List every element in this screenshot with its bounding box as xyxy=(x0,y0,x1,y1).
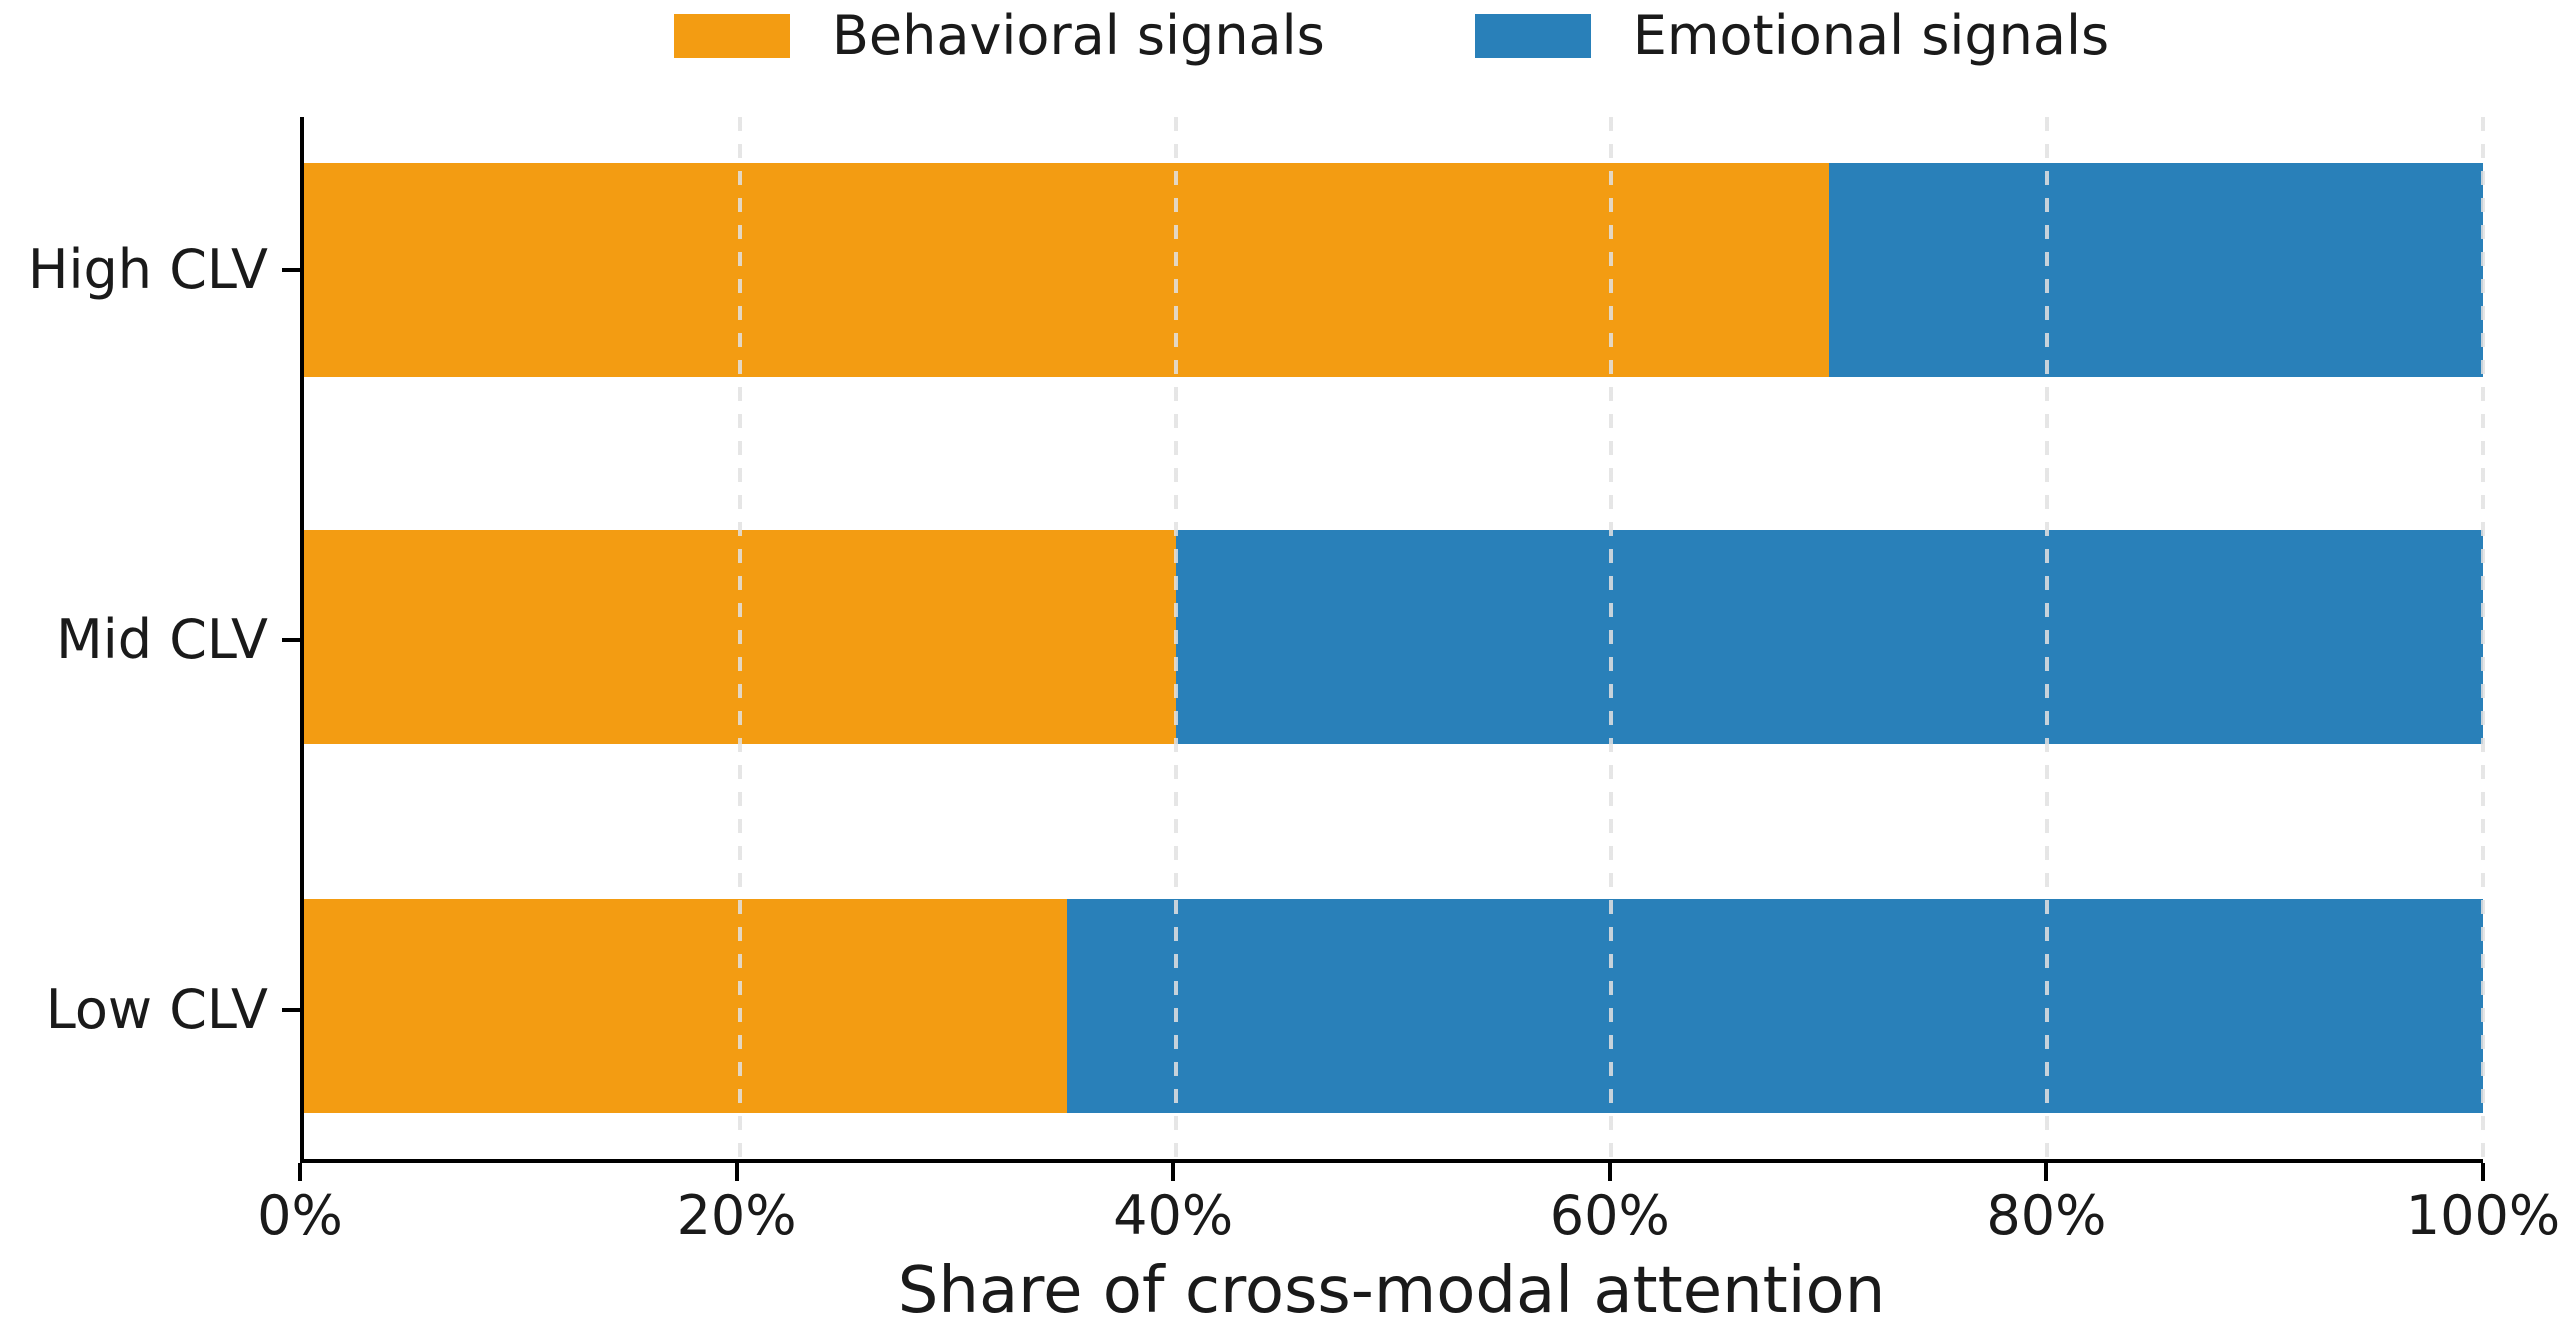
plot-area xyxy=(300,117,2485,1163)
emotional-legend-label: Emotional signals xyxy=(1632,4,2110,67)
x-tick-label-60: 60% xyxy=(1549,1184,1670,1247)
y-tick-mark xyxy=(282,268,300,273)
y-tick-mark xyxy=(282,638,300,642)
x-tick-label-40: 40% xyxy=(1113,1184,1234,1247)
bar-segment-high-clv-emotional-signals xyxy=(1829,162,2483,377)
x-tick-mark xyxy=(2044,1163,2049,1181)
x-tick-mark xyxy=(2481,1163,2485,1181)
x-tick-mark xyxy=(1171,1163,1176,1181)
x-tick-mark xyxy=(1607,1163,1612,1181)
y-tick-label-low-clv: Low CLV xyxy=(45,977,268,1041)
x-axis-title: Share of cross-modal attention xyxy=(897,1254,1886,1328)
bar-segment-high-clv-behavioral-signals xyxy=(304,162,1830,377)
x-tick-label-20: 20% xyxy=(676,1184,797,1247)
legend-item-emotional: Emotional signals xyxy=(1474,4,2110,67)
y-tick-label-high-clv: High CLV xyxy=(27,238,268,302)
chart-legend: Behavioral signals Emotional signals xyxy=(300,0,2483,72)
x-tick-label-0: 0% xyxy=(257,1184,343,1247)
bar-segment-low-clv-behavioral-signals xyxy=(304,899,1067,1114)
bars-layer xyxy=(304,117,2483,1159)
legend-item-behavioral: Behavioral signals xyxy=(673,4,1325,67)
bar-row-low-clv xyxy=(304,899,2483,1114)
bar-segment-low-clv-emotional-signals xyxy=(1066,899,2483,1114)
bar-row-mid-clv xyxy=(304,530,2483,745)
y-tick-label-mid-clv: Mid CLV xyxy=(56,608,268,671)
bar-row-high-clv xyxy=(304,162,2483,377)
y-tick-mark xyxy=(282,1007,300,1012)
x-tick-mark xyxy=(734,1163,739,1181)
bar-segment-mid-clv-emotional-signals xyxy=(1175,530,2483,745)
x-tick-label-80: 80% xyxy=(1986,1184,2107,1247)
x-tick-mark xyxy=(298,1163,302,1181)
emotional-swatch-icon xyxy=(1474,14,1591,58)
behavioral-legend-label: Behavioral signals xyxy=(831,4,1325,67)
x-tick-label-100: 100% xyxy=(2405,1184,2561,1247)
bar-segment-mid-clv-behavioral-signals xyxy=(304,530,1176,745)
behavioral-swatch-icon xyxy=(673,14,790,58)
